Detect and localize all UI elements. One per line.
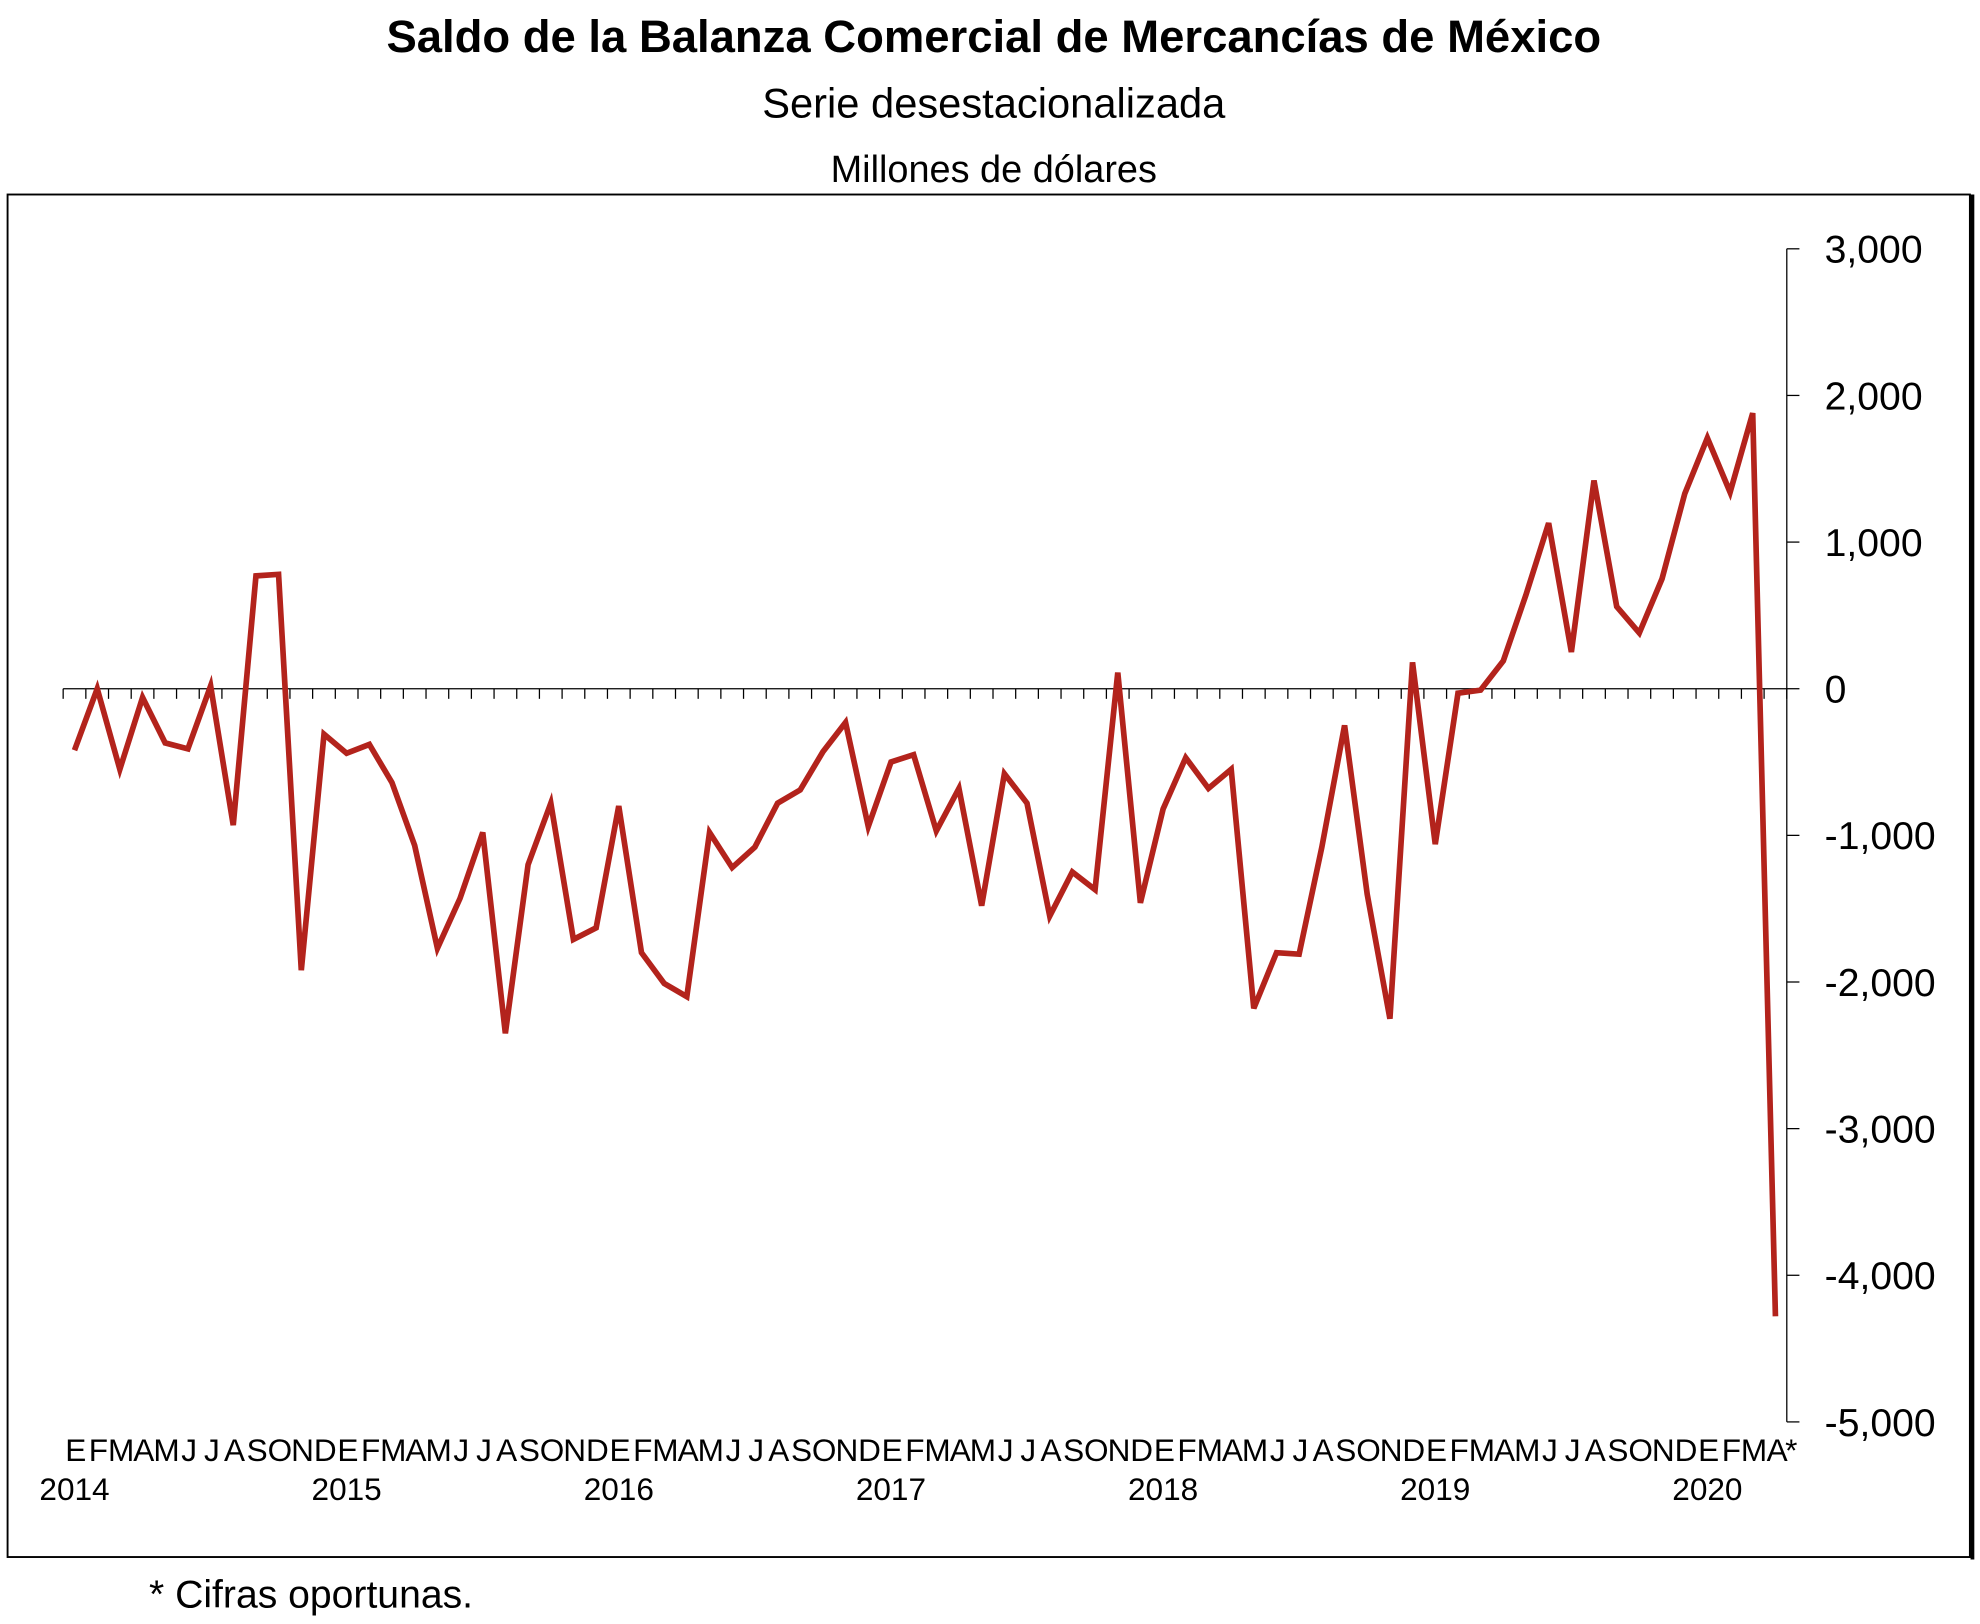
x-month-label: A	[678, 1432, 699, 1468]
x-month-label: S	[1335, 1432, 1355, 1468]
x-month-label: F	[89, 1432, 107, 1468]
x-month-label: S	[791, 1432, 811, 1468]
x-month-label: J	[1542, 1432, 1556, 1468]
x-month-label: A	[133, 1432, 154, 1468]
x-month-label: A	[496, 1432, 517, 1468]
x-month-label: F	[633, 1432, 651, 1468]
x-month-label: M	[652, 1432, 676, 1468]
x-month-label: F	[1450, 1432, 1468, 1468]
x-month-label: O	[540, 1432, 564, 1468]
x-month-label: A	[1040, 1432, 1061, 1468]
x-month-label: F	[1722, 1432, 1740, 1468]
x-month-label: J	[748, 1432, 762, 1468]
x-month-label: N	[1108, 1432, 1129, 1468]
x-year-label: 2014	[39, 1471, 109, 1507]
x-month-label: M	[970, 1432, 994, 1468]
x-month-label: E	[610, 1432, 630, 1468]
x-month-label: F	[905, 1432, 923, 1468]
x-month-label: J	[998, 1432, 1012, 1468]
x-month-label: A*	[1767, 1432, 1798, 1468]
x-month-label: M	[1242, 1432, 1266, 1468]
x-month-label: J	[181, 1432, 195, 1468]
chart-subtitle: Serie desestacionalizada	[762, 79, 1226, 126]
x-month-label: A	[224, 1432, 245, 1468]
x-month-label: A	[1585, 1432, 1606, 1468]
x-month-label: F	[361, 1432, 379, 1468]
x-month-label: A	[950, 1432, 971, 1468]
x-year-label: 2020	[1672, 1471, 1742, 1507]
x-month-label: N	[291, 1432, 312, 1468]
x-month-label: O	[1084, 1432, 1108, 1468]
x-month-label: F	[1177, 1432, 1195, 1468]
x-month-label: A	[1222, 1432, 1243, 1468]
x-month-label: S	[519, 1432, 539, 1468]
x-month-label: M	[380, 1432, 404, 1468]
x-month-label: E	[1426, 1432, 1446, 1468]
x-year-label: 2015	[312, 1471, 382, 1507]
x-month-label: S	[1063, 1432, 1083, 1468]
x-month-label: D	[858, 1432, 880, 1468]
x-month-label: J	[1020, 1432, 1034, 1468]
x-month-label: O	[812, 1432, 836, 1468]
x-month-label: M	[1469, 1432, 1493, 1468]
x-month-label: D	[1675, 1432, 1697, 1468]
x-month-label: N	[563, 1432, 584, 1468]
x-month-label: J	[476, 1432, 490, 1468]
x-month-label: M	[1197, 1432, 1221, 1468]
x-month-label: A	[1494, 1432, 1515, 1468]
x-month-label: D	[586, 1432, 608, 1468]
x-month-label: E	[337, 1432, 357, 1468]
x-month-label: O	[1628, 1432, 1652, 1468]
x-month-label: A	[1313, 1432, 1334, 1468]
x-month-label: D	[1402, 1432, 1424, 1468]
x-month-label: M	[1514, 1432, 1538, 1468]
x-month-label: N	[1380, 1432, 1401, 1468]
series-line-saldo	[71, 412, 1779, 1317]
x-month-label: A	[768, 1432, 789, 1468]
x-month-label: E	[65, 1432, 85, 1468]
x-month-label: D	[314, 1432, 336, 1468]
x-month-label: J	[1565, 1432, 1579, 1468]
y-axis-label: Millones de dólares	[831, 149, 1157, 191]
x-month-label: J	[204, 1432, 218, 1468]
y-tick-label: -4,000	[1825, 1255, 1936, 1298]
x-year-label: 2019	[1400, 1471, 1470, 1507]
x-month-label: J	[453, 1432, 467, 1468]
y-tick-label: -2,000	[1825, 962, 1936, 1005]
y-tick-label: -5,000	[1825, 1402, 1936, 1445]
x-month-label: M	[1741, 1432, 1765, 1468]
footnote: * Cifras oportunas.	[149, 1574, 473, 1617]
x-month-label: S	[247, 1432, 267, 1468]
x-month-label: M	[924, 1432, 948, 1468]
y-tick-label: -1,000	[1825, 815, 1936, 858]
y-tick-label: -3,000	[1825, 1109, 1936, 1152]
chart-title: Saldo de la Balanza Comercial de Mercanc…	[386, 11, 1601, 62]
x-month-label: M	[425, 1432, 449, 1468]
x-month-label: E	[882, 1432, 902, 1468]
x-month-label: J	[1270, 1432, 1284, 1468]
x-month-label: D	[1130, 1432, 1152, 1468]
x-month-label: A	[405, 1432, 426, 1468]
x-month-label: S	[1607, 1432, 1627, 1468]
x-month-label: M	[153, 1432, 177, 1468]
x-year-label: 2017	[856, 1471, 926, 1507]
x-month-label: O	[1356, 1432, 1380, 1468]
y-tick-label: 0	[1825, 669, 1847, 712]
x-month-label: E	[1698, 1432, 1718, 1468]
x-month-label: M	[108, 1432, 132, 1468]
y-tick-label: 3,000	[1825, 229, 1923, 272]
plot-frame	[6, 193, 1971, 1558]
x-year-label: 2018	[1128, 1471, 1198, 1507]
x-month-label: O	[268, 1432, 292, 1468]
y-tick-label: 1,000	[1825, 522, 1923, 565]
x-year-label: 2016	[584, 1471, 654, 1507]
y-tick-label: 2,000	[1825, 375, 1923, 418]
x-month-label: M	[698, 1432, 722, 1468]
x-month-label: J	[1293, 1432, 1307, 1468]
x-month-label: N	[835, 1432, 856, 1468]
x-month-label: J	[726, 1432, 740, 1468]
x-month-label: E	[1154, 1432, 1174, 1468]
x-month-label: N	[1652, 1432, 1673, 1468]
